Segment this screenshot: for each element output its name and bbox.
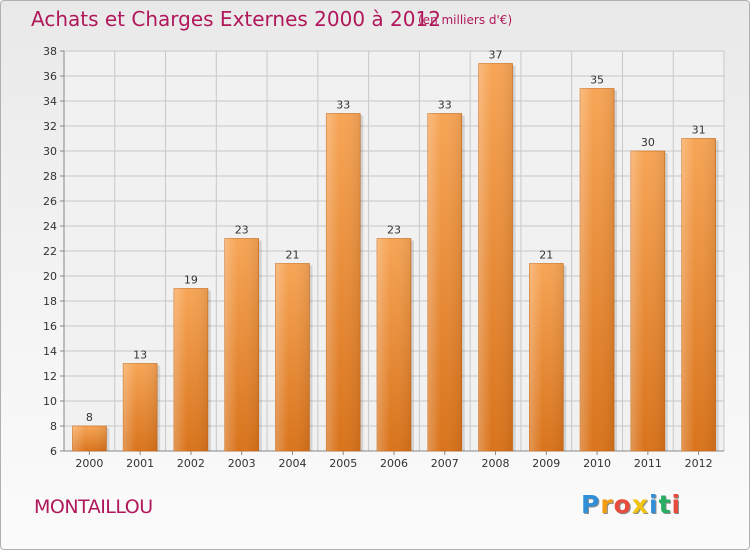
data-label: 33 xyxy=(336,99,350,112)
y-tick-label: 10 xyxy=(43,395,57,408)
data-label: 21 xyxy=(539,249,553,262)
bar-highlight xyxy=(529,263,564,451)
x-tick-label: 2000 xyxy=(75,457,103,470)
y-tick-label: 38 xyxy=(43,45,57,58)
data-label: 33 xyxy=(438,99,452,112)
x-tick-label: 2009 xyxy=(532,457,560,470)
logo-letter: r xyxy=(600,490,614,519)
label-layer: 6 8 10 12 14 16 18 20 22 24 26 28 30 32 34 36 38 8 2000 13 2… xyxy=(43,45,713,470)
data-label: 37 xyxy=(489,49,503,62)
bar-highlight xyxy=(173,288,208,451)
y-tick-label: 20 xyxy=(43,270,57,283)
y-tick-label: 36 xyxy=(43,70,57,83)
x-tick-label: 2012 xyxy=(685,457,713,470)
x-tick-label: 2006 xyxy=(380,457,408,470)
x-tick-label: 2005 xyxy=(329,457,357,470)
bar-highlight xyxy=(123,363,158,451)
bar-highlight xyxy=(275,263,310,451)
y-tick-label: 22 xyxy=(43,245,57,258)
data-label: 23 xyxy=(235,224,249,237)
x-tick-label: 2007 xyxy=(431,457,459,470)
chart-subtitle: (en milliers d'€) xyxy=(418,13,513,27)
bar-highlight xyxy=(478,63,513,451)
bar-highlight xyxy=(224,238,259,451)
x-tick-label: 2001 xyxy=(126,457,154,470)
data-label: 30 xyxy=(641,136,655,149)
bar-highlight xyxy=(427,113,462,451)
data-label: 19 xyxy=(184,274,198,287)
y-tick-label: 18 xyxy=(43,295,57,308)
bar-highlight xyxy=(326,113,361,451)
y-tick-label: 32 xyxy=(43,120,57,133)
bar-highlight xyxy=(72,426,107,451)
bar-layer xyxy=(72,63,719,452)
logo-letter: P xyxy=(581,490,601,519)
bar-highlight xyxy=(681,138,716,451)
x-tick-label: 2011 xyxy=(634,457,662,470)
y-tick-label: 26 xyxy=(43,195,57,208)
y-tick-label: 8 xyxy=(50,420,57,433)
data-label: 8 xyxy=(86,411,93,424)
chart-title: Achats et Charges Externes 2000 à 2012 xyxy=(31,7,441,31)
logo-letter: o xyxy=(613,490,632,519)
y-tick-label: 12 xyxy=(43,370,57,383)
y-tick-label: 28 xyxy=(43,170,57,183)
logo-letter: x xyxy=(631,490,649,519)
town-name: MONTAILLOU xyxy=(34,496,153,518)
logo-letter: t xyxy=(658,490,672,519)
bar-highlight xyxy=(580,88,615,451)
x-tick-label: 2003 xyxy=(228,457,256,470)
x-tick-label: 2002 xyxy=(177,457,205,470)
data-label: 13 xyxy=(133,349,147,362)
y-tick-label: 14 xyxy=(43,345,57,358)
y-tick-label: 34 xyxy=(43,95,57,108)
data-label: 35 xyxy=(590,74,604,87)
y-tick-label: 24 xyxy=(43,220,57,233)
bar-highlight xyxy=(630,151,665,451)
y-tick-label: 30 xyxy=(43,145,57,158)
x-tick-label: 2004 xyxy=(278,457,306,470)
y-tick-label: 6 xyxy=(50,445,57,458)
proxiti-logo: Proxiti xyxy=(581,490,681,519)
data-label: 21 xyxy=(285,249,299,262)
bar-highlight xyxy=(377,238,411,451)
data-label: 23 xyxy=(387,224,401,237)
logo-letter: i xyxy=(649,490,659,519)
data-label: 31 xyxy=(692,124,706,137)
x-tick-label: 2010 xyxy=(583,457,611,470)
y-tick-label: 16 xyxy=(43,320,57,333)
x-tick-label: 2008 xyxy=(482,457,510,470)
logo-letter: i xyxy=(671,490,682,519)
